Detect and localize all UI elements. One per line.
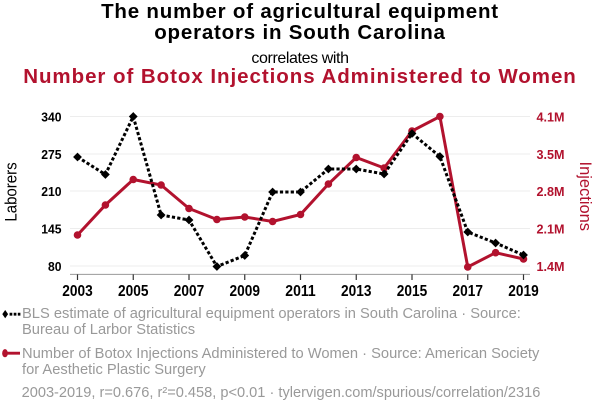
svg-text:2003: 2003	[62, 283, 93, 300]
svg-text:2013: 2013	[341, 283, 372, 300]
svg-text:Injections: Injections	[576, 162, 595, 232]
svg-text:2.1M: 2.1M	[537, 221, 565, 236]
svg-text:145: 145	[41, 221, 61, 236]
svg-text:2.8M: 2.8M	[537, 184, 565, 199]
svg-text:2011: 2011	[285, 283, 316, 300]
svg-text:340: 340	[41, 109, 61, 124]
svg-text:210: 210	[41, 184, 61, 199]
svg-text:2005: 2005	[118, 283, 149, 300]
svg-text:2009: 2009	[230, 283, 261, 300]
svg-text:1.4M: 1.4M	[537, 259, 565, 274]
svg-text:275: 275	[41, 147, 61, 162]
svg-text:2019: 2019	[508, 283, 539, 300]
svg-text:2007: 2007	[174, 283, 205, 300]
svg-text:2015: 2015	[397, 283, 428, 300]
svg-text:3.5M: 3.5M	[537, 147, 565, 162]
svg-text:2017: 2017	[453, 283, 484, 300]
svg-text:80: 80	[48, 259, 62, 274]
svg-text:Laborers: Laborers	[1, 162, 20, 221]
svg-text:4.1M: 4.1M	[537, 109, 565, 124]
